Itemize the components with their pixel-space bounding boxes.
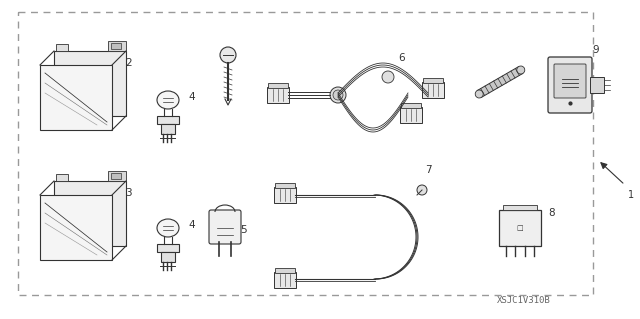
Bar — [157, 116, 179, 124]
Text: 4: 4 — [188, 220, 195, 230]
Ellipse shape — [157, 219, 179, 237]
Bar — [108, 171, 126, 181]
Bar — [477, 67, 523, 98]
Bar — [111, 173, 121, 179]
Bar — [275, 268, 295, 273]
Text: 1: 1 — [628, 190, 634, 200]
Bar — [18, 12, 593, 295]
Bar — [40, 65, 112, 130]
Bar — [40, 195, 112, 260]
Circle shape — [417, 185, 427, 195]
Text: 4: 4 — [188, 92, 195, 102]
Text: 2: 2 — [125, 58, 132, 68]
Text: 8: 8 — [548, 208, 555, 218]
FancyBboxPatch shape — [422, 82, 444, 98]
Circle shape — [476, 90, 483, 98]
FancyBboxPatch shape — [274, 187, 296, 203]
FancyBboxPatch shape — [274, 272, 296, 288]
Ellipse shape — [157, 91, 179, 109]
Bar — [499, 210, 541, 246]
Text: 5: 5 — [240, 225, 246, 235]
Bar — [503, 205, 537, 210]
Bar — [275, 183, 295, 188]
Bar — [161, 252, 175, 262]
Text: □: □ — [516, 225, 524, 231]
Bar — [54, 181, 126, 246]
Circle shape — [382, 71, 394, 83]
FancyBboxPatch shape — [548, 57, 592, 113]
Bar — [56, 174, 68, 181]
FancyBboxPatch shape — [267, 87, 289, 103]
FancyBboxPatch shape — [554, 64, 586, 98]
Bar — [54, 51, 126, 116]
Text: XSJC1V310B: XSJC1V310B — [497, 296, 551, 305]
Circle shape — [220, 47, 236, 63]
Bar — [401, 103, 421, 108]
Circle shape — [330, 87, 346, 103]
Circle shape — [516, 66, 525, 74]
Text: 9: 9 — [592, 45, 598, 55]
Text: 6: 6 — [398, 53, 404, 63]
FancyBboxPatch shape — [400, 107, 422, 123]
Bar — [590, 77, 604, 93]
Bar — [56, 44, 68, 51]
Bar — [157, 244, 179, 252]
Bar — [111, 43, 121, 49]
FancyBboxPatch shape — [209, 210, 241, 244]
Bar — [108, 41, 126, 51]
Bar — [268, 83, 288, 88]
Bar — [423, 78, 443, 83]
Text: 3: 3 — [125, 188, 132, 198]
Text: 7: 7 — [425, 165, 431, 175]
Circle shape — [333, 90, 343, 100]
Bar — [161, 124, 175, 134]
